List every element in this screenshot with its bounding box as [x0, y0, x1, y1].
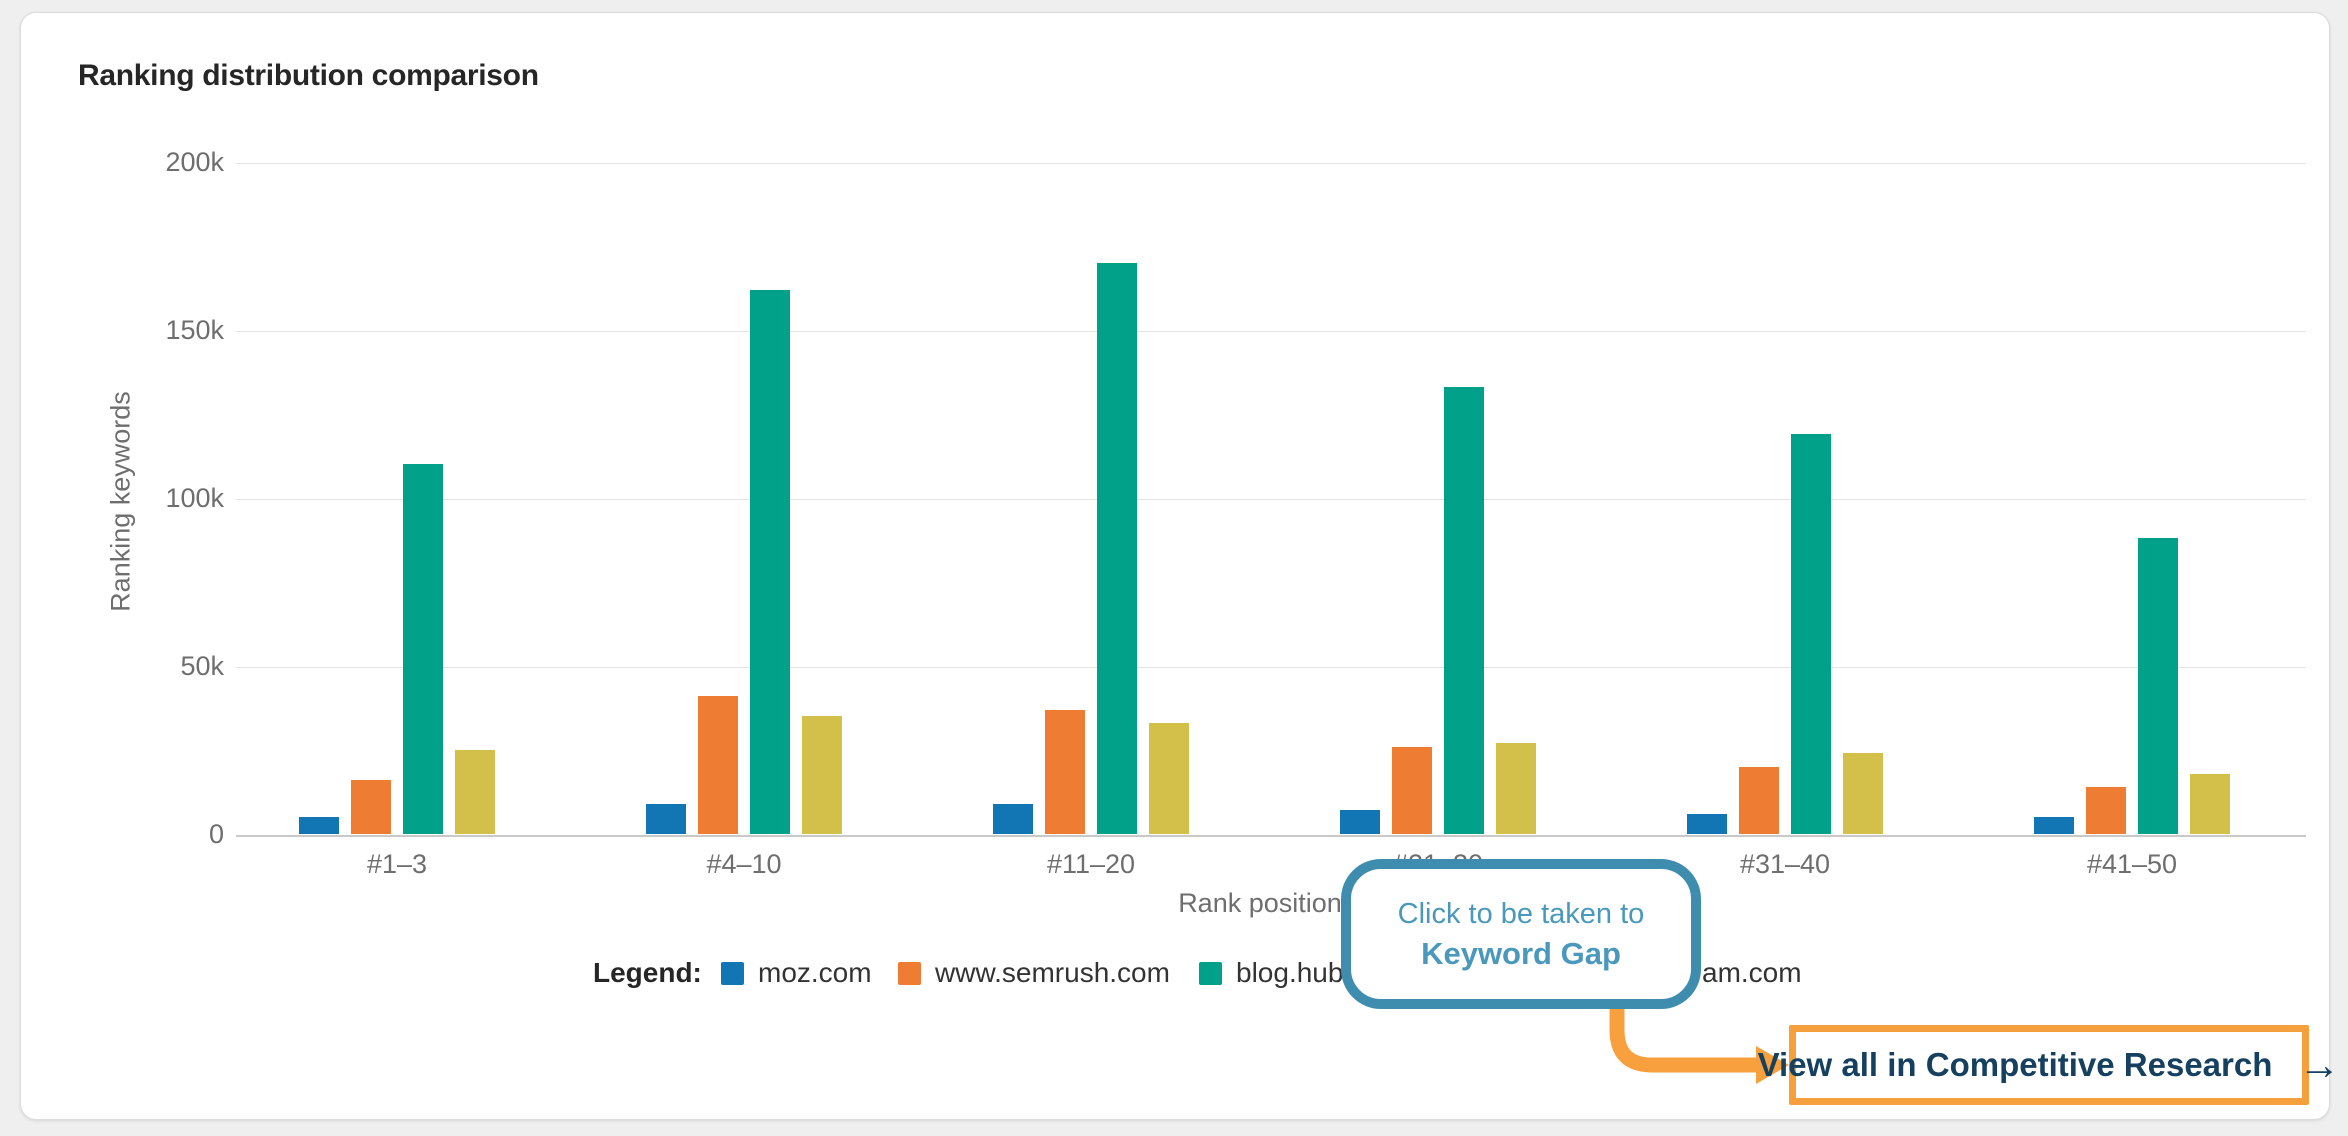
gridline: [236, 667, 2306, 668]
y-tick-label: 100k: [165, 483, 224, 513]
chart-card: Ranking distribution comparison 0 50k 100k…: [20, 12, 2340, 1120]
legend-swatch: [721, 961, 744, 985]
legend-item: am.com: [1702, 957, 1802, 989]
bar-am-com-4[interactable]: [1496, 743, 1536, 834]
x-tick-label: #41–50: [2086, 849, 2178, 879]
callout-keyword-gap-text: Keyword Gap: [1421, 936, 1621, 971]
bar-www-semrush-com-6[interactable]: [2086, 787, 2126, 834]
y-tick-label: 0: [208, 819, 224, 849]
bar-am-com-5[interactable]: [1843, 753, 1883, 834]
bar-am-com-2[interactable]: [802, 716, 842, 834]
chart-title: Ranking distribution comparison: [78, 59, 539, 92]
y-tick-label: 200k: [165, 147, 224, 177]
x-tick-label: #1–3: [366, 849, 428, 879]
y-axis-title: Ranking keywords: [105, 391, 136, 612]
x-tick-label: #31–40: [1739, 849, 1831, 879]
y-tick-label: 150k: [165, 315, 224, 345]
bar-www-semrush-com-5[interactable]: [1739, 767, 1779, 834]
bar-blog-hub-4[interactable]: [1444, 387, 1484, 834]
y-tick-label: 50k: [180, 651, 224, 681]
legend-item: www.semrush.com: [898, 957, 1170, 989]
legend-item: blog.hub: [1199, 957, 1343, 989]
x-tick-label: #4–10: [706, 849, 782, 879]
view-all-competitive-research-button[interactable]: View all in Competitive Research →: [1758, 1025, 2340, 1105]
view-all-button-label: View all in Competitive Research: [1757, 1046, 2273, 1083]
bar-moz-com-4[interactable]: [1340, 810, 1380, 834]
bar-blog-hub-3[interactable]: [1097, 263, 1137, 834]
gridline: [236, 835, 2306, 837]
connector-arrow: [1609, 1003, 1789, 1084]
bar-www-semrush-com-4[interactable]: [1392, 747, 1432, 834]
gridline: [236, 331, 2306, 332]
x-axis-title: Rank position: [1178, 888, 1342, 918]
bar-www-semrush-com-3[interactable]: [1045, 710, 1085, 834]
legend-item: moz.com: [721, 957, 872, 989]
bar-moz-com-5[interactable]: [1687, 814, 1727, 834]
bar-www-semrush-com-1[interactable]: [351, 780, 391, 834]
gridline: [236, 163, 2306, 164]
bar-www-semrush-com-2[interactable]: [698, 696, 738, 834]
bar-blog-hub-5[interactable]: [1791, 434, 1831, 834]
bar-moz-com-6[interactable]: [2034, 817, 2074, 834]
legend-swatch: [1199, 961, 1222, 985]
legend-item-label: moz.com: [758, 957, 872, 988]
bar-blog-hub-2[interactable]: [750, 290, 790, 834]
bar-moz-com-1[interactable]: [299, 817, 339, 834]
bar-am-com-3[interactable]: [1149, 723, 1189, 834]
legend-swatch: [898, 961, 921, 985]
callout-text: Click to be taken to: [1397, 898, 1645, 930]
bar-am-com-1[interactable]: [455, 750, 495, 834]
x-tick-label: #11–20: [1046, 849, 1136, 879]
legend-item-label: am.com: [1702, 957, 1802, 988]
right-arrow-icon: →: [2298, 1041, 2341, 1088]
legend-item-label: blog.hub: [1236, 957, 1344, 988]
bar-am-com-6[interactable]: [2190, 774, 2230, 834]
bar-moz-com-3[interactable]: [993, 804, 1033, 834]
bar-blog-hub-1[interactable]: [403, 464, 443, 834]
keyword-gap-callout[interactable]: Click to be taken to Keyword Gap: [1341, 859, 1701, 1009]
bar-blog-hub-6[interactable]: [2138, 538, 2178, 834]
bar-moz-com-2[interactable]: [646, 804, 686, 834]
legend-item-label: www.semrush.com: [935, 957, 1170, 988]
gridline: [236, 499, 2306, 500]
legend-title: Legend:: [593, 957, 702, 988]
